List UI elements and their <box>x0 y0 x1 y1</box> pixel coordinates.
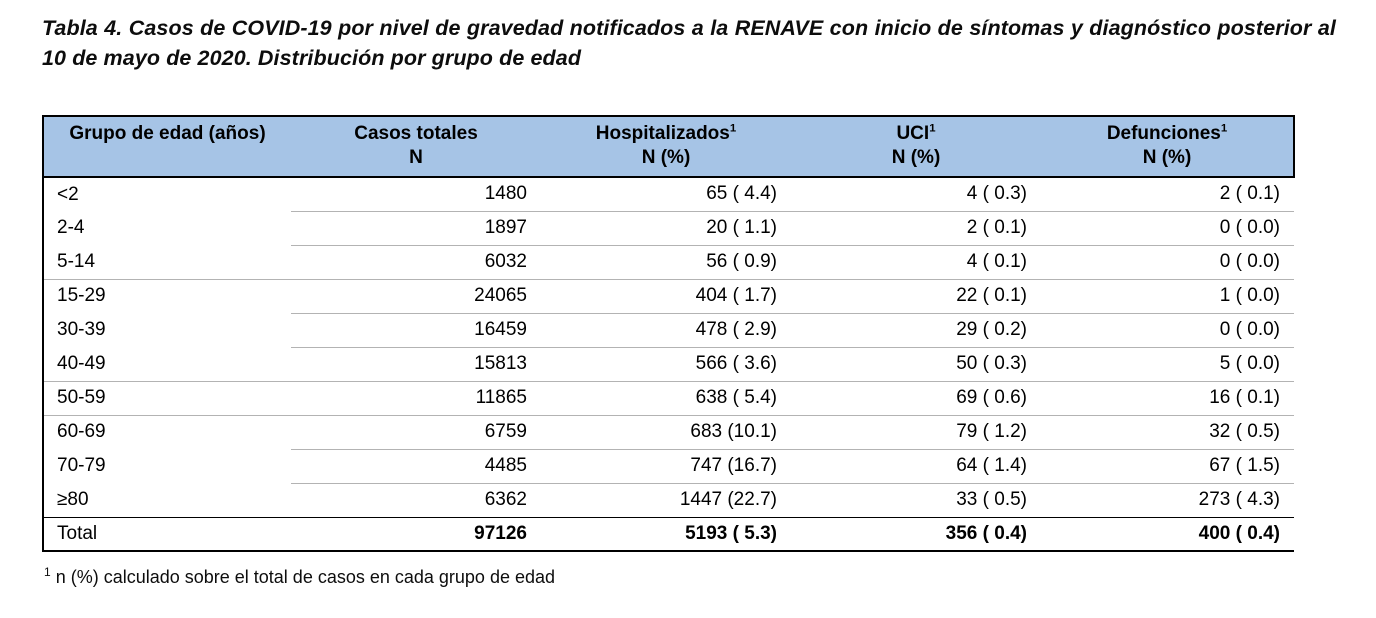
cell-defunciones: 2 ( 0.1) <box>1219 183 1280 205</box>
table-row: <2 1480 65 ( 4.4) 4 ( 0.3) 2 ( 0.1) <box>42 177 1294 211</box>
cell-defunciones: 0 ( 0.0) <box>1041 244 1294 279</box>
cell-age-group: ≥80 <box>42 483 291 517</box>
cell-uci: 50 ( 0.3) <box>791 346 1041 381</box>
cell-age-group: Total <box>42 516 291 552</box>
cell-hospitalizados: 638 ( 5.4) <box>541 380 791 415</box>
cell-hospitalizados: 56 ( 0.9) <box>541 244 791 279</box>
cell-hospitalizados: 683 (10.1) <box>541 414 791 449</box>
header-row: Grupo de edad (años) Casos totales N Hos… <box>42 115 1295 178</box>
cell-uci: 356 ( 0.4) <box>791 516 1041 552</box>
cell-casos-totales: 1897 <box>291 210 541 245</box>
cell-uci: 22 ( 0.1) <box>791 278 1041 313</box>
cell-casos-totales: 97126 <box>291 516 541 552</box>
header-uci: UCI1 N (%) <box>791 115 1041 178</box>
cell-hospitalizados: 404 ( 1.7) <box>541 278 791 313</box>
table-row: 40-49 15813 566 ( 3.6) 50 ( 0.3) 5 ( 0.0… <box>42 346 1294 381</box>
cell-casos-totales: 24065 <box>291 278 541 313</box>
cell-age-group: <2 <box>42 177 291 211</box>
header-age-group: Grupo de edad (años) <box>42 115 291 178</box>
cell-uci: 29 ( 0.2) <box>791 312 1041 347</box>
table-row: 30-39 16459 478 ( 2.9) 29 ( 0.2) 0 ( 0.0… <box>42 312 1294 347</box>
cell-uci: 2 ( 0.1) <box>791 210 1041 245</box>
cell-defunciones: 273 ( 4.3) <box>1041 482 1294 517</box>
cell-uci: 4 ( 0.3) <box>966 183 1027 205</box>
cell-age-group: 60-69 <box>42 414 291 449</box>
table-row: 50-59 11865 638 ( 5.4) 69 ( 0.6) 16 ( 0.… <box>42 380 1294 415</box>
footnote-text: n (%) calculado sobre el total de casos … <box>50 567 556 587</box>
cell-hospitalizados: 1447 (22.7) <box>541 482 791 517</box>
cell-age-group: 30-39 <box>42 313 291 347</box>
cell-casos-totales: 16459 <box>291 312 541 347</box>
cell-age-group: 2-4 <box>42 211 291 245</box>
table-caption: Tabla 4. Casos de COVID-19 por nivel de … <box>42 16 1336 70</box>
cell-defunciones: 32 ( 0.5) <box>1041 414 1294 449</box>
cell-casos-totales: 15813 <box>291 346 541 381</box>
cell-casos-totales: 4485 <box>291 448 541 483</box>
table-row: 5-14 6032 56 ( 0.9) 4 ( 0.1) 0 ( 0.0) <box>42 244 1294 279</box>
cell-casos-totales: 6032 <box>291 244 541 279</box>
cell-casos-totales: 6759 <box>291 414 541 449</box>
report-page: Tabla 4. Casos de COVID-19 por nivel de … <box>42 16 1336 588</box>
cell-age-group: 70-79 <box>42 449 291 483</box>
covid-severity-table: Grupo de edad (años) Casos totales N Hos… <box>42 115 1295 552</box>
cell-defunciones: 0 ( 0.0) <box>1041 312 1294 347</box>
cell-age-group: 40-49 <box>42 347 291 381</box>
cell-defunciones: 5 ( 0.0) <box>1041 346 1294 381</box>
cell-hospitalizados: 20 ( 1.1) <box>541 210 791 245</box>
cell-uci: 4 ( 0.1) <box>791 244 1041 279</box>
table-row: 60-69 6759 683 (10.1) 79 ( 1.2) 32 ( 0.5… <box>42 414 1294 449</box>
table-row: 2-4 1897 20 ( 1.1) 2 ( 0.1) 0 ( 0.0) <box>42 210 1294 245</box>
cell-defunciones: 16 ( 0.1) <box>1041 380 1294 415</box>
cell-hospitalizados: 65 ( 4.4) <box>706 183 777 205</box>
cell-casos-totales: 6362 <box>291 482 541 517</box>
cell-age-group: 50-59 <box>42 380 291 415</box>
cell-hospitalizados: 566 ( 3.6) <box>541 346 791 381</box>
cell-uci: 33 ( 0.5) <box>791 482 1041 517</box>
table-row: 15-29 24065 404 ( 1.7) 22 ( 0.1) 1 ( 0.0… <box>42 278 1294 313</box>
cell-uci: 79 ( 1.2) <box>791 414 1041 449</box>
table-footnote: 1 n (%) calculado sobre el total de caso… <box>44 565 1336 588</box>
cell-hospitalizados: 5193 ( 5.3) <box>541 516 791 552</box>
table-row: 70-79 4485 747 (16.7) 64 ( 1.4) 67 ( 1.5… <box>42 448 1294 483</box>
cell-uci: 69 ( 0.6) <box>791 380 1041 415</box>
cell-defunciones: 0 ( 0.0) <box>1041 210 1294 245</box>
cell-age-group: 15-29 <box>42 278 291 313</box>
footnote-superscript: 1 <box>44 565 51 579</box>
cell-defunciones: 1 ( 0.0) <box>1041 278 1294 313</box>
cell-hospitalizados: 478 ( 2.9) <box>541 312 791 347</box>
cell-uci: 64 ( 1.4) <box>791 448 1041 483</box>
header-casos-totales: Casos totales N <box>291 115 541 178</box>
cell-casos-totales: 1480 <box>484 183 527 205</box>
cell-defunciones: 67 ( 1.5) <box>1041 448 1294 483</box>
table-row: ≥80 6362 1447 (22.7) 33 ( 0.5) 273 ( 4.3… <box>42 482 1294 517</box>
total-row: Total 97126 5193 ( 5.3) 356 ( 0.4) 400 (… <box>42 516 1294 552</box>
header-defunciones: Defunciones1 N (%) <box>1041 115 1295 178</box>
cell-age-group: 5-14 <box>42 245 291 279</box>
cell-hospitalizados: 747 (16.7) <box>541 448 791 483</box>
cell-casos-totales: 11865 <box>291 380 541 415</box>
cell-defunciones: 400 ( 0.4) <box>1041 516 1294 552</box>
header-hospitalizados: Hospitalizados1 N (%) <box>541 115 791 178</box>
